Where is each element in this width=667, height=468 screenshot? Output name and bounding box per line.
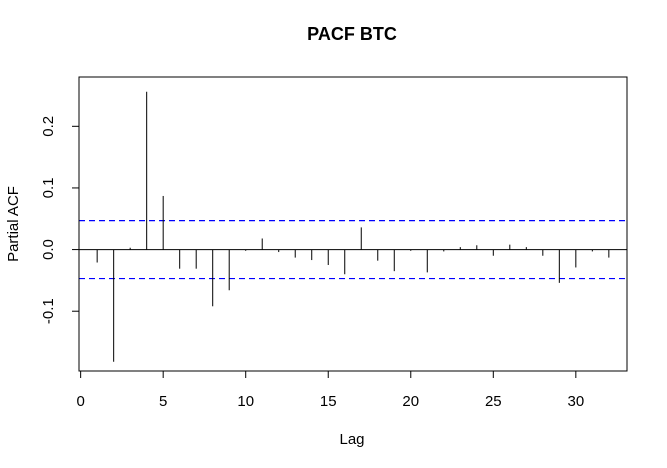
y-axis-label: Partial ACF bbox=[5, 186, 22, 262]
x-tick-label-0: 0 bbox=[76, 393, 84, 410]
plot-frame bbox=[78, 76, 628, 372]
x-tick-label-15: 15 bbox=[320, 393, 337, 410]
y-axis: -0.1 0.0 0.1 0.2 bbox=[40, 116, 80, 324]
x-tick-label-5: 5 bbox=[159, 393, 167, 410]
chart-title: PACF BTC bbox=[307, 24, 397, 44]
pacf-bars-group bbox=[79, 91, 627, 362]
y-tick-label-3: 0.2 bbox=[40, 116, 57, 137]
y-tick-label-1: 0.0 bbox=[40, 239, 57, 260]
y-tick-label-0: -0.1 bbox=[40, 298, 57, 324]
confidence-band-group bbox=[79, 220, 627, 280]
y-tick-label-2: 0.1 bbox=[40, 178, 57, 199]
x-tick-label-10: 10 bbox=[237, 393, 254, 410]
x-axis-label: Lag bbox=[339, 431, 364, 448]
x-tick-label-30: 30 bbox=[567, 393, 584, 410]
x-tick-label-20: 20 bbox=[402, 393, 419, 410]
x-tick-label-25: 25 bbox=[485, 393, 502, 410]
x-axis: 0 5 10 15 20 25 30 bbox=[76, 370, 584, 410]
